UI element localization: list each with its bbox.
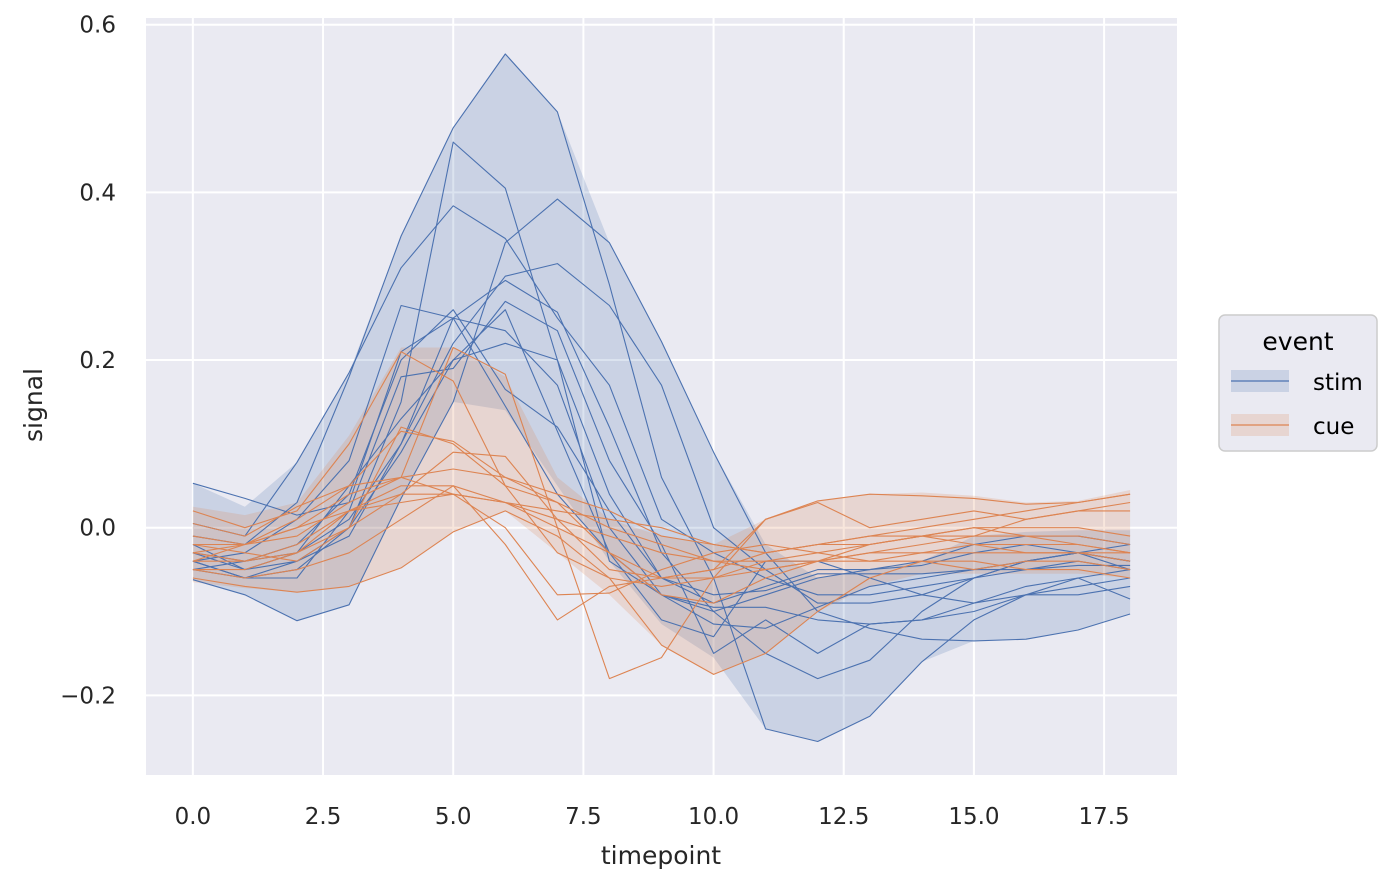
x-tick-label: 2.5 — [305, 804, 342, 830]
x-tick-label: 12.5 — [818, 804, 869, 830]
y-tick-label: 0.0 — [79, 516, 116, 542]
series-line-stim — [192, 263, 1131, 604]
series-line-cue — [192, 485, 1131, 621]
series-line-cue — [192, 493, 1131, 596]
legend-label-stim: stim — [1313, 370, 1363, 396]
plot-background — [146, 18, 1177, 775]
x-tick-labels: 0.0 2.5 5.0 7.5 10.0 12.5 15.0 17.5 — [175, 804, 1130, 830]
y-tick-labels: −0.2 0.0 0.2 0.4 0.6 — [60, 13, 116, 710]
x-tick-label: 15.0 — [948, 804, 999, 830]
x-tick-label: 7.5 — [565, 804, 602, 830]
y-tick-label: −0.2 — [60, 683, 116, 709]
legend-label-cue: cue — [1313, 414, 1354, 440]
series-line-cue — [192, 468, 1131, 571]
series-line-cue — [192, 510, 1131, 675]
band-cue — [192, 347, 1131, 675]
legend: event stim cue — [1218, 314, 1378, 452]
x-axis-title: timepoint — [601, 841, 721, 870]
series-line-stim — [192, 198, 1131, 642]
y-tick-label: 0.2 — [79, 348, 116, 374]
x-tick-label: 17.5 — [1078, 804, 1129, 830]
y-tick-label: 0.4 — [79, 180, 116, 206]
series-line-cue — [192, 430, 1131, 562]
series-lines — [192, 53, 1131, 743]
legend-title: event — [1262, 327, 1333, 356]
x-tick-label: 0.0 — [175, 804, 212, 830]
legend-box — [1218, 314, 1378, 452]
series-line-stim — [192, 53, 1131, 743]
x-tick-label: 5.0 — [435, 804, 472, 830]
y-axis-title: signal — [19, 368, 48, 442]
x-tick-label: 10.0 — [688, 804, 739, 830]
y-tick-label: 0.6 — [79, 13, 116, 39]
